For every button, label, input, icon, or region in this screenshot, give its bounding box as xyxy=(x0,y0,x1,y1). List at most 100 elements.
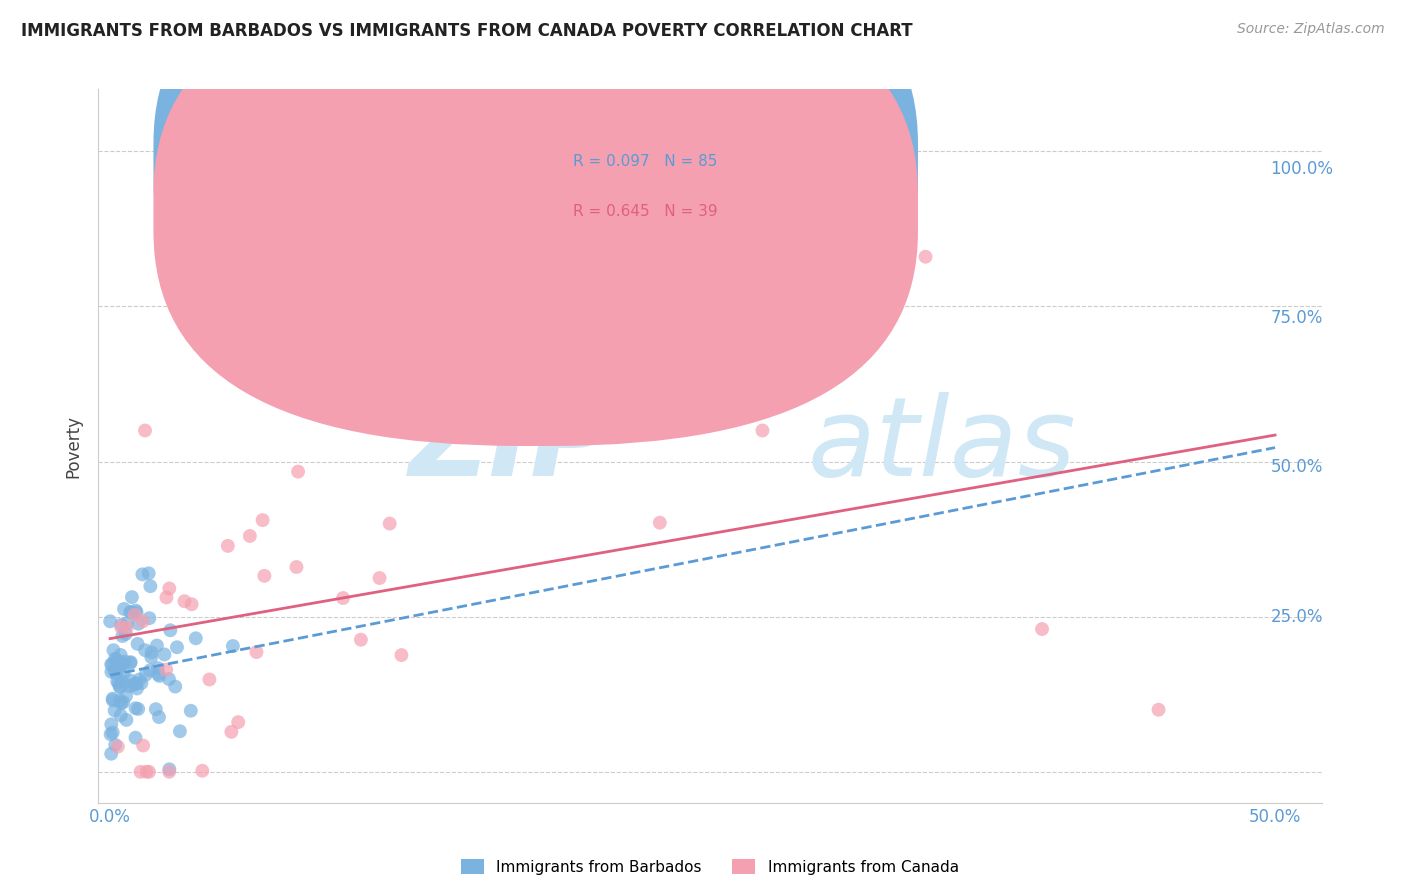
Point xyxy=(311,515,333,529)
Point xyxy=(198,672,221,686)
Text: IMMIGRANTS FROM BARBADOS VS IMMIGRANTS FROM CANADA POVERTY CORRELATION CHART: IMMIGRANTS FROM BARBADOS VS IMMIGRANTS F… xyxy=(21,22,912,40)
Point xyxy=(382,590,405,604)
Point xyxy=(340,560,363,574)
Point xyxy=(181,670,204,684)
Point xyxy=(202,757,225,772)
Point xyxy=(179,659,201,673)
Point xyxy=(176,711,198,725)
Point xyxy=(184,644,207,658)
Point xyxy=(188,624,211,639)
Point xyxy=(177,688,200,702)
Point xyxy=(177,687,200,701)
Point xyxy=(200,615,222,629)
Point xyxy=(225,589,247,603)
Point xyxy=(305,641,328,656)
Point xyxy=(228,755,250,769)
Point xyxy=(184,675,207,690)
Point xyxy=(283,718,305,732)
Point xyxy=(190,707,212,722)
Point xyxy=(184,691,207,706)
Point xyxy=(197,673,219,687)
Text: Source: ZipAtlas.com: Source: ZipAtlas.com xyxy=(1237,22,1385,37)
Point xyxy=(194,589,217,603)
Text: ZIP: ZIP xyxy=(430,397,633,504)
Point xyxy=(1005,620,1028,634)
FancyBboxPatch shape xyxy=(225,0,905,402)
Point xyxy=(217,635,239,649)
Point xyxy=(425,518,447,533)
Point xyxy=(200,697,222,711)
Point xyxy=(235,637,257,651)
Point xyxy=(184,689,207,703)
Point xyxy=(179,640,201,654)
FancyBboxPatch shape xyxy=(524,135,852,265)
Point xyxy=(186,669,208,683)
Point xyxy=(352,178,374,192)
Point xyxy=(193,651,215,665)
Point xyxy=(280,540,302,554)
Point xyxy=(176,654,198,668)
Point xyxy=(901,261,924,276)
Point xyxy=(190,618,212,632)
Point xyxy=(190,614,212,628)
Point xyxy=(184,703,207,717)
Point xyxy=(209,609,232,624)
Point xyxy=(184,617,207,632)
Point xyxy=(398,630,420,644)
Point xyxy=(211,578,233,592)
Point xyxy=(193,652,215,666)
Point xyxy=(1109,698,1132,712)
Point xyxy=(342,468,364,483)
Point xyxy=(252,628,274,642)
Point xyxy=(177,719,200,733)
Point xyxy=(756,428,779,442)
Point xyxy=(186,653,208,667)
Point xyxy=(207,640,229,654)
Point xyxy=(197,606,219,620)
Point xyxy=(179,698,201,712)
Point xyxy=(228,581,250,595)
Point xyxy=(180,731,202,745)
FancyBboxPatch shape xyxy=(225,1,905,450)
Point xyxy=(247,698,270,713)
Point xyxy=(209,757,232,772)
Point xyxy=(211,659,233,673)
Point xyxy=(290,709,312,723)
Point xyxy=(415,570,437,584)
Point xyxy=(188,651,211,665)
Point xyxy=(218,663,240,677)
Point xyxy=(238,718,260,732)
Point xyxy=(188,684,211,698)
Point xyxy=(187,690,209,705)
Point xyxy=(198,677,221,691)
Point xyxy=(247,596,270,610)
Point xyxy=(180,663,202,677)
Point xyxy=(228,667,250,681)
Point xyxy=(215,697,238,711)
Point xyxy=(207,664,229,678)
Point xyxy=(263,668,285,682)
Point xyxy=(665,517,688,532)
Point xyxy=(229,621,252,635)
Point xyxy=(193,669,215,683)
Point xyxy=(228,757,250,772)
Point xyxy=(434,645,457,659)
Point xyxy=(218,657,240,672)
Point xyxy=(180,648,202,663)
Point xyxy=(197,724,219,739)
Point xyxy=(204,612,226,626)
Point xyxy=(242,593,264,607)
Point xyxy=(184,656,207,670)
Point xyxy=(194,604,217,618)
Point xyxy=(174,612,197,626)
Point xyxy=(202,672,225,686)
Point xyxy=(209,566,232,580)
Point xyxy=(212,642,235,657)
Text: atlas: atlas xyxy=(807,397,1077,504)
Y-axis label: Poverty: Poverty xyxy=(65,419,83,482)
Point xyxy=(176,661,198,675)
Point xyxy=(183,672,205,686)
Point xyxy=(187,600,209,615)
Point xyxy=(607,428,630,442)
Point xyxy=(183,650,205,665)
